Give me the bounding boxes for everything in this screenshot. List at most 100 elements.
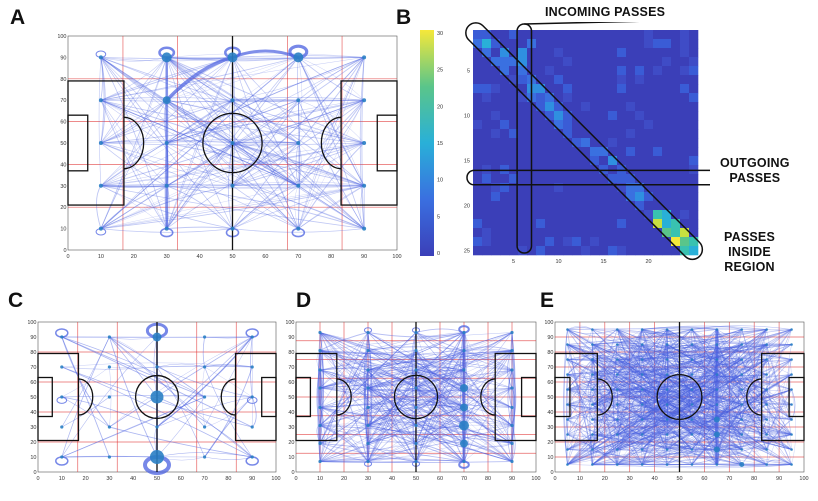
pass-edge [232, 57, 299, 187]
region-node [640, 328, 644, 331]
pass-edge [592, 374, 717, 379]
pass-edge [664, 329, 668, 405]
heatmap-cell [680, 246, 690, 256]
pass-edge [415, 369, 513, 389]
pass-edge [567, 404, 792, 450]
pass-edge [567, 464, 792, 467]
pass-edge [642, 329, 668, 450]
pass-edge [617, 344, 717, 361]
heatmap-cell [491, 201, 501, 211]
pass-edge [666, 326, 717, 330]
heatmap-cell [554, 66, 564, 76]
pass-edge [641, 389, 668, 465]
heatmap-cell [662, 201, 672, 211]
pass-edge [319, 425, 369, 444]
heatmap-cell [635, 237, 645, 247]
pass-edge [691, 344, 718, 420]
heatmap-cell [671, 237, 681, 247]
y-tick-label: 90 [547, 335, 553, 341]
pass-edge [100, 185, 167, 229]
heatmap-cell [644, 237, 654, 247]
pass-edge [100, 100, 167, 229]
pass-edge [166, 56, 365, 144]
pass-edge [166, 185, 365, 189]
pass-edge [691, 329, 792, 420]
heatmap-cell [545, 102, 555, 112]
heatmap-cell [680, 129, 690, 139]
heatmap-cell [680, 201, 690, 211]
heatmap-cell [635, 192, 645, 202]
pass-edge [666, 329, 743, 375]
pass-edge [411, 350, 417, 462]
y-tick-label: 50 [30, 395, 36, 401]
pass-edge [319, 332, 369, 389]
pass-edge [567, 389, 717, 405]
pass-edge [319, 425, 417, 462]
pass-edge [616, 359, 693, 420]
heatmap-cell [545, 237, 555, 247]
heatmap-cell [554, 138, 564, 148]
heatmap-cell [590, 75, 600, 85]
pass-edge [232, 57, 236, 186]
heatmap-cell [671, 183, 681, 193]
pass-edge [508, 369, 513, 408]
heatmap-cell [689, 129, 699, 139]
x-tick-label: 0 [553, 476, 556, 482]
pass-edge [716, 329, 767, 405]
pass-edge [592, 404, 693, 465]
heatmap-cell [599, 174, 609, 184]
pass-edge [511, 387, 516, 426]
pass-edge [616, 374, 643, 465]
region-node [790, 343, 793, 346]
y-tick-label: 40 [288, 410, 294, 416]
heatmap-cell [662, 30, 672, 40]
pass-edge [367, 421, 513, 426]
pass-edge [367, 369, 465, 389]
pass-edge [741, 329, 792, 465]
penalty-arc-left [336, 378, 352, 416]
pass-edge [166, 57, 233, 144]
goal-area-left [67, 114, 89, 172]
pass-edge [367, 350, 513, 371]
pass-edge [100, 185, 167, 188]
pass-edge [617, 419, 668, 435]
pass-edge [592, 404, 618, 420]
pass-edge [641, 329, 693, 375]
penalty-arc-right [320, 116, 342, 170]
heatmap-cell [644, 39, 654, 49]
region-node [60, 365, 64, 369]
pass-edge [616, 389, 619, 465]
region-node [414, 441, 418, 446]
heatmap-cell [545, 246, 555, 256]
region-node [460, 439, 468, 448]
pitch-markings [554, 322, 805, 472]
heatmap-cell [482, 93, 492, 103]
pass-edge [156, 452, 253, 458]
pass-edge [617, 359, 742, 375]
heatmap-cell [518, 210, 528, 220]
heatmap-cell [617, 120, 627, 130]
region-node [366, 330, 370, 335]
heatmap-cell [689, 93, 699, 103]
pass-edge [367, 369, 417, 462]
pass-edge [567, 329, 618, 375]
pass-edge [367, 350, 465, 371]
pass-edge [567, 419, 618, 450]
pass-edge [319, 350, 417, 426]
pass-edge [507, 407, 513, 462]
pass-edge [100, 99, 233, 187]
heatmap-cell [617, 57, 627, 67]
pass-edge [109, 336, 205, 398]
pass-edge [567, 404, 668, 420]
pass-edge [415, 387, 513, 444]
region-node [715, 373, 719, 376]
pass-edge [766, 329, 792, 360]
pass-edge [716, 329, 792, 420]
x-tick-label: 90 [776, 476, 782, 482]
pass-edge [691, 389, 742, 405]
pass-edge [109, 336, 205, 428]
pass-edge [642, 329, 693, 335]
heatmap-cell [482, 84, 492, 94]
callout-outgoing-passes: OUTGOING PASSES [720, 156, 790, 186]
pass-edge [592, 344, 693, 375]
